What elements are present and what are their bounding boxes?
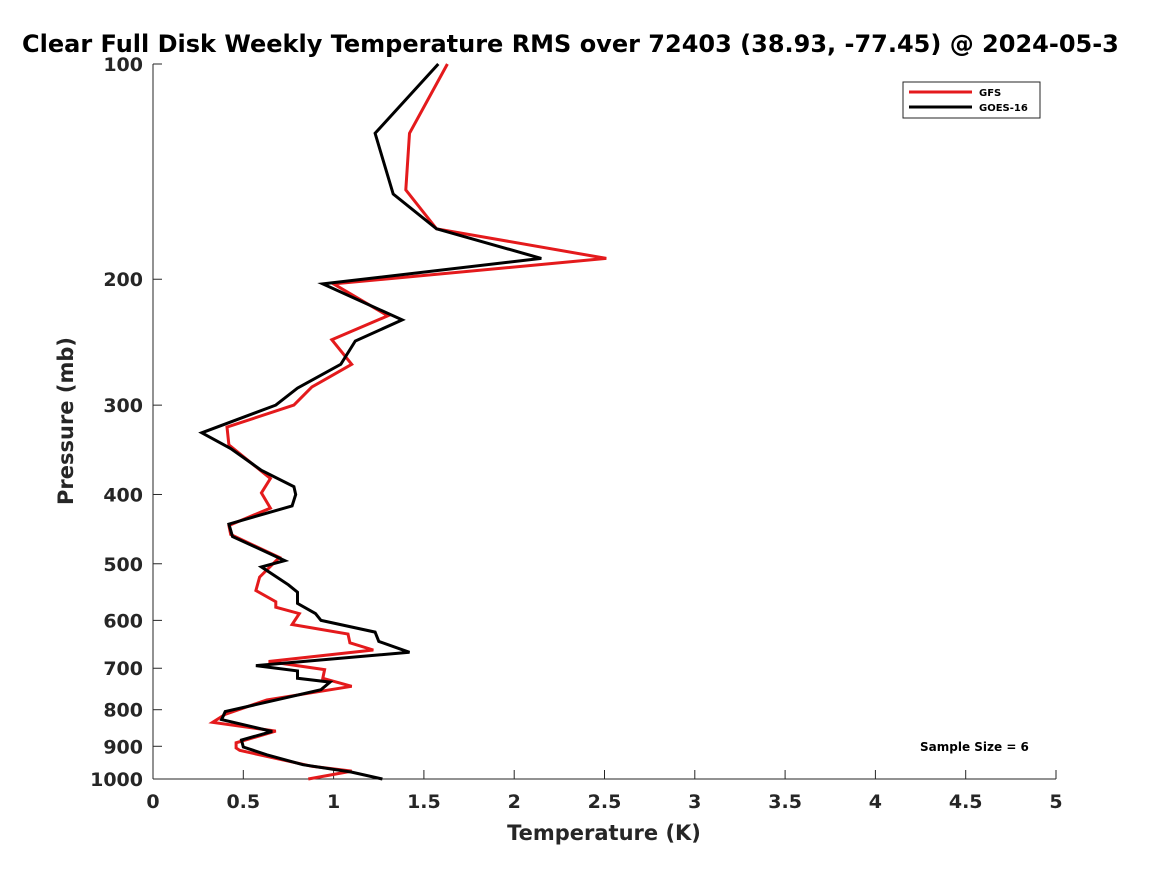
x-tick-label: 4	[869, 791, 882, 813]
series-layer	[198, 62, 607, 781]
x-tick-label: 4.5	[949, 791, 983, 813]
legend-label-goes16: GOES-16	[979, 103, 1028, 114]
y-tick-label: 400	[103, 484, 143, 506]
legend-label-gfs: GFS	[979, 88, 1001, 99]
y-tick-label: 700	[103, 658, 143, 680]
legend-box	[902, 81, 1041, 119]
y-tick-label: 900	[103, 736, 143, 758]
y-tick-label: 100	[103, 54, 143, 76]
x-tick-label: 1	[327, 791, 340, 813]
series-line-goes16	[198, 62, 542, 781]
y-ticks: 100 200 300 400 500 600 700 800 900 1000	[90, 54, 162, 791]
sample-size-annotation: Sample Size = 6	[920, 740, 1029, 754]
x-tick-label: 0	[146, 791, 159, 813]
y-tick-label: 200	[103, 269, 143, 291]
x-tick-label: 3	[688, 791, 701, 813]
y-tick-label: 500	[103, 554, 143, 576]
y-tick-label: 600	[103, 610, 143, 632]
x-tick-label: 1.5	[407, 791, 441, 813]
x-tick-label: 2.5	[588, 791, 622, 813]
y-axis-label: Pressure (mb)	[54, 337, 78, 505]
y-tick-label: 300	[103, 395, 143, 417]
x-tick-label: 3.5	[768, 791, 802, 813]
series-line-gfs	[208, 63, 607, 781]
x-tick-label: 0.5	[226, 791, 260, 813]
x-axis-label: Temperature (K)	[507, 821, 701, 845]
x-tick-label: 5	[1049, 791, 1062, 813]
y-tick-label: 800	[103, 700, 143, 722]
chart-title: Clear Full Disk Weekly Temperature RMS o…	[22, 30, 1119, 58]
x-ticks: 0 0.5 1 1.5 2 2.5 3 3.5 4 4.5 5	[146, 770, 1063, 813]
x-tick-label: 2	[508, 791, 521, 813]
legend: GFS GOES-16	[902, 81, 1041, 119]
y-tick-label: 1000	[90, 769, 143, 791]
